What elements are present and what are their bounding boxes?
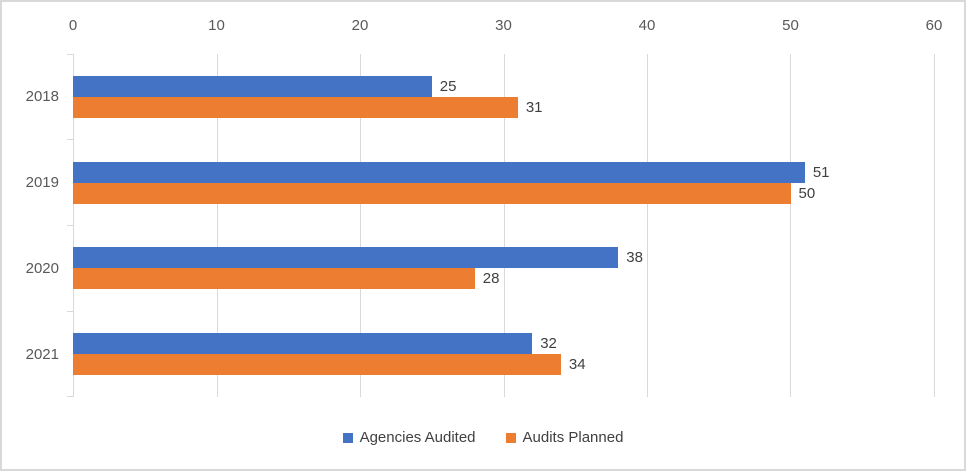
- legend-item-audits-planned: Audits Planned: [505, 429, 624, 446]
- legend-swatch-icon: [505, 432, 516, 443]
- y-axis-category-label: 2021: [25, 345, 59, 363]
- category-band-2021: 32 34: [73, 311, 934, 397]
- x-axis-tick-label: 0: [68, 17, 78, 34]
- bar-value-label: 34: [568, 356, 586, 374]
- gridline: [503, 54, 505, 397]
- legend: Agencies Audited Audits Planned: [2, 429, 964, 446]
- x-axis-tick-label: 30: [495, 17, 512, 34]
- bar-audits-planned-2018: [73, 96, 518, 118]
- gridline: [790, 54, 792, 397]
- bar-agencies-audited-2020: [73, 247, 619, 269]
- bar-value-label: 51: [812, 163, 830, 181]
- bar-agencies-audited-2019: [73, 161, 805, 183]
- y-axis-tick: [67, 225, 73, 226]
- category-band-2018: 25 31: [73, 54, 934, 140]
- y-axis-tick: [67, 139, 73, 141]
- bar-agencies-audited-2021: [73, 333, 533, 355]
- bar-groups: 25 31 51 50 38: [73, 54, 934, 397]
- bar-value-label: 38: [626, 249, 643, 267]
- legend-label: Agencies Audited: [359, 429, 476, 446]
- x-axis-tick-label: 40: [638, 17, 656, 34]
- plot-area: 25 31 51 50 38: [67, 54, 935, 397]
- y-axis-category-label: 2018: [25, 88, 59, 106]
- bar-value-label: 50: [798, 184, 816, 202]
- category-band-2019: 51 50: [73, 140, 934, 226]
- x-axis-tick-label: 50: [782, 17, 799, 34]
- bar-value-label: 25: [439, 77, 457, 95]
- gridline: [647, 54, 648, 397]
- gridline: [216, 54, 218, 397]
- bar-value-label: 31: [525, 98, 543, 116]
- x-axis-tick-label: 20: [351, 17, 369, 34]
- x-axis-tick-label: 10: [208, 17, 225, 34]
- bar-audits-planned-2019: [73, 182, 791, 204]
- y-axis-category-label: 2020: [25, 259, 59, 277]
- x-axis-tick-label: 60: [925, 17, 943, 34]
- y-axis: 2018 2019 2020 2021: [2, 54, 59, 397]
- y-axis-tick: [67, 54, 73, 55]
- legend-label: Audits Planned: [522, 429, 624, 446]
- bar-audits-planned-2021: [73, 354, 561, 376]
- gridline: [934, 54, 935, 397]
- gridline: [359, 54, 361, 397]
- gridline: [73, 54, 74, 397]
- bar-value-label: 28: [482, 270, 500, 288]
- legend-item-agencies-audited: Agencies Audited: [342, 429, 476, 446]
- bar-audits-planned-2020: [73, 268, 475, 290]
- bar-value-label: 32: [540, 335, 557, 353]
- category-band-2020: 38 28: [73, 226, 934, 312]
- x-axis: 0 10 20 30 40 50 60: [69, 17, 943, 37]
- y-axis-tick: [67, 310, 73, 312]
- y-axis-tick: [67, 396, 73, 397]
- legend-swatch-icon: [342, 432, 353, 443]
- bar-agencies-audited-2018: [73, 75, 432, 97]
- y-axis-category-label: 2019: [25, 174, 59, 192]
